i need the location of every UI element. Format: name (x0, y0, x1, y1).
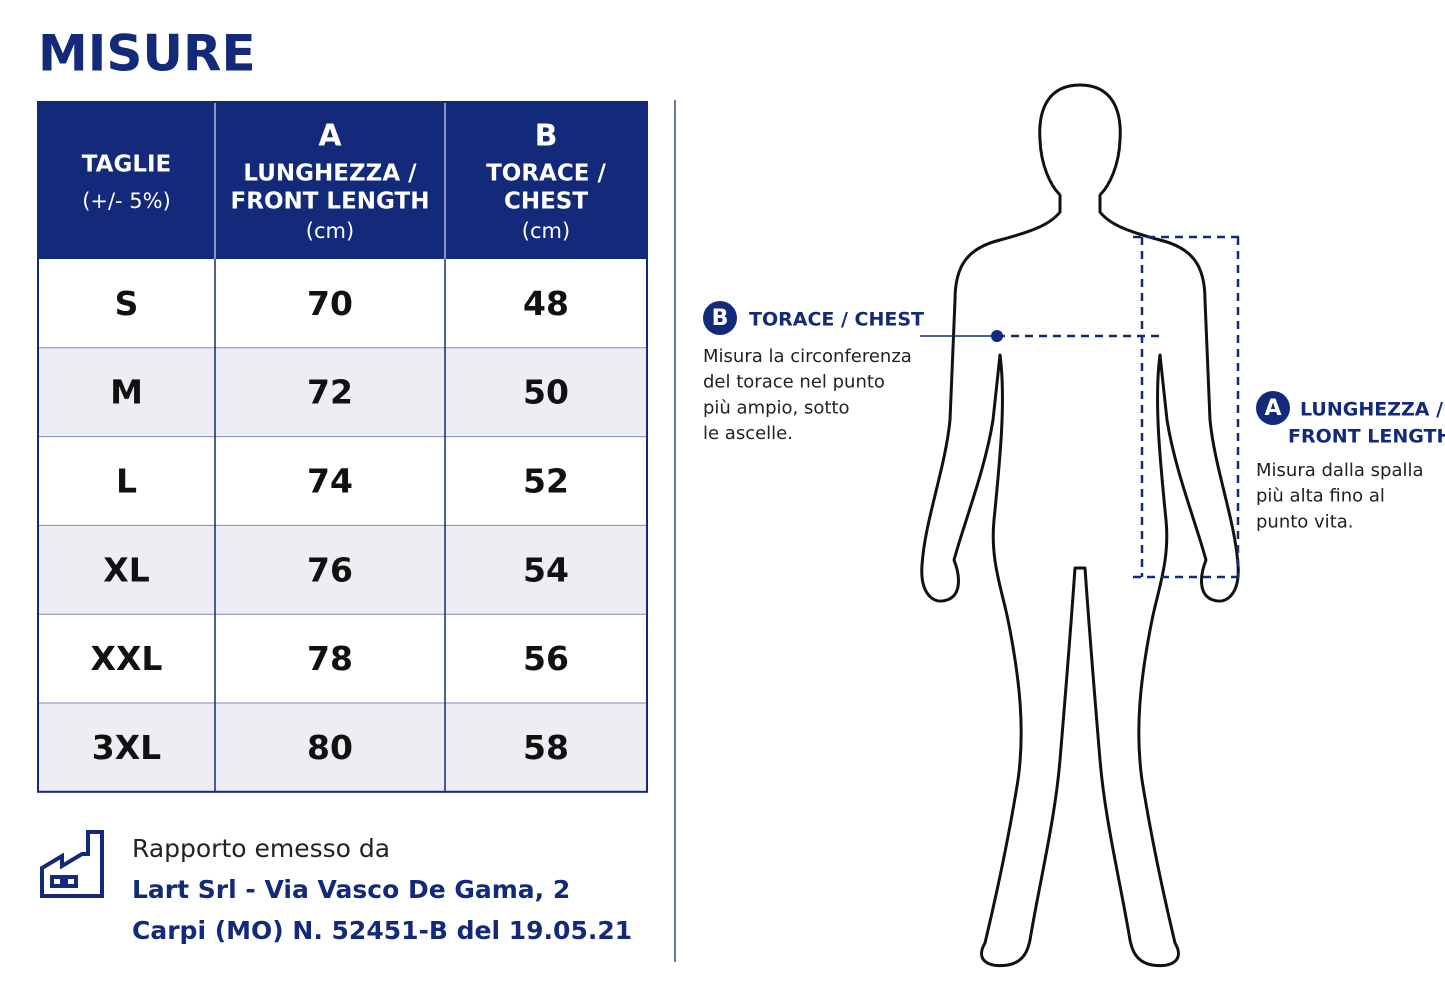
cell: 54 (523, 550, 569, 589)
note-text: le ascelle. (703, 423, 793, 444)
cell: M (110, 373, 143, 412)
cell: S (115, 284, 139, 323)
note-text: più ampio, sotto (703, 397, 850, 418)
body-figure (920, 83, 1240, 968)
note-text: punto vita. (1256, 511, 1354, 532)
chest-point (991, 330, 1003, 342)
cell: 74 (307, 462, 353, 501)
note-text: più alta fino al (1256, 486, 1385, 507)
cell: 72 (307, 373, 353, 412)
row-bg (38, 614, 647, 703)
note-text: Misura la circonferenza (703, 346, 912, 367)
header-text: (+/- 5%) (82, 189, 171, 213)
cell: XL (103, 550, 149, 589)
cell: 76 (307, 550, 353, 589)
cell: L (116, 462, 137, 501)
footer-line: Carpi (MO) N. 52451-B del 19.05.21 (132, 916, 632, 945)
cell: 48 (523, 284, 569, 323)
badge-letter: A (1264, 396, 1281, 421)
cell: 70 (307, 284, 353, 323)
row-bg (38, 259, 647, 348)
header-text: (cm) (522, 219, 570, 243)
row-bg (38, 703, 647, 792)
cell: 80 (307, 728, 353, 767)
cell: 78 (307, 639, 353, 678)
badge-letter: B (712, 306, 729, 331)
cell: 52 (523, 462, 569, 501)
annotations: B TORACE / CHEST Misura la circonferenza de… (703, 301, 1445, 532)
row-bg (38, 436, 647, 526)
header-text: CHEST (504, 189, 588, 215)
badge (703, 301, 737, 335)
note-text: Misura dalla spalla (1256, 460, 1424, 481)
header-bg (38, 102, 647, 259)
cell: 58 (523, 728, 569, 767)
cell: XXL (91, 639, 163, 678)
cell: 3XL (92, 728, 161, 767)
note-text: del torace nel punto (703, 372, 885, 393)
header-text: TORACE / (486, 161, 606, 187)
header-text: TAGLIE (82, 152, 172, 178)
measure-guides (997, 235, 1245, 579)
header-text: A (318, 119, 342, 154)
note-label: TORACE / CHEST (749, 309, 924, 331)
footer: Rapporto emesso da Lart Srl - Via Vasco D… (132, 834, 632, 945)
page-title: MISURE (38, 25, 256, 83)
cell: 56 (523, 639, 569, 678)
footer-line: Rapporto emesso da (132, 834, 390, 863)
row-bg (38, 525, 647, 615)
header-text: (cm) (306, 219, 354, 243)
header-text: LUNGHEZZA / (243, 161, 417, 187)
row-bg (38, 347, 647, 437)
footer-line: Lart Srl - Via Vasco De Gama, 2 (132, 875, 570, 904)
header-text: B (535, 119, 558, 154)
note-label: LUNGHEZZA / (1300, 399, 1443, 421)
badge (1256, 391, 1290, 425)
table-border (37, 101, 648, 793)
header-text: FRONT LENGTH (231, 189, 430, 215)
size-table: TAGLIE (+/- 5%) A LUNGHEZZA /FRONT LENGTH (c… (37, 101, 648, 793)
factory-icon (40, 830, 104, 898)
note-label: FRONT LENGTH (1288, 426, 1445, 448)
cell: 50 (523, 373, 569, 412)
